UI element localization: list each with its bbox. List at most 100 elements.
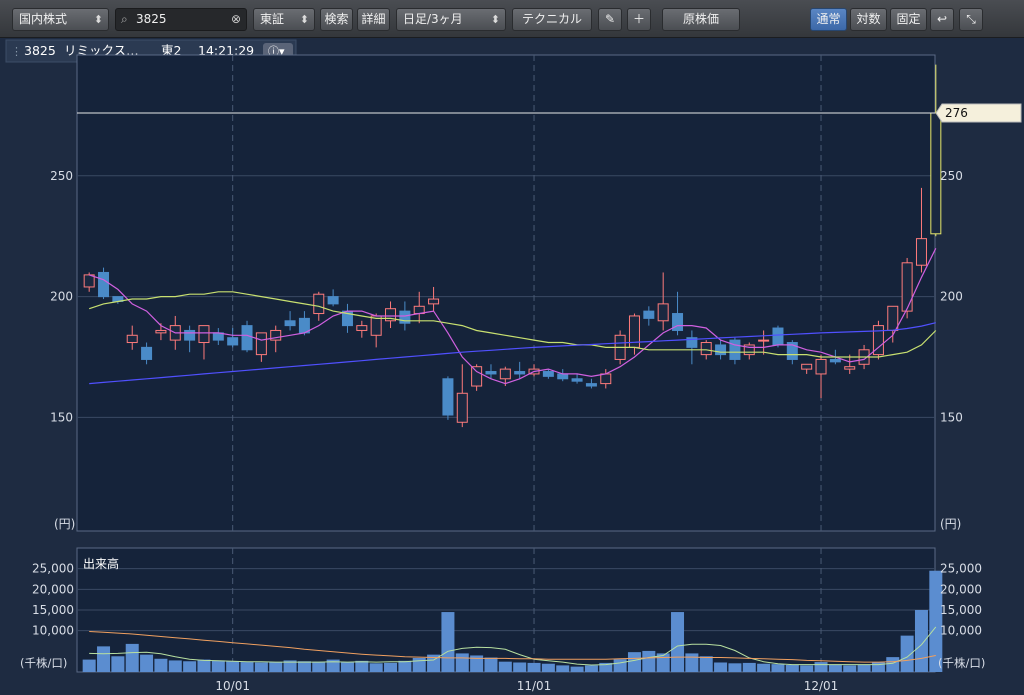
price-y-tick-right: 150 (940, 410, 963, 424)
search-button[interactable]: 検索 (320, 8, 353, 31)
volume-y-unit-left: (千株/口) (20, 656, 67, 670)
volume-bar (527, 662, 541, 672)
volume-bar (714, 662, 728, 672)
volume-bar (455, 653, 469, 672)
volume-bar (441, 612, 455, 672)
volume-bar (914, 610, 928, 672)
drag-handle-icon[interactable]: ⋮ (11, 45, 22, 58)
volume-bar (484, 657, 498, 672)
candle-body (98, 271, 110, 298)
volume-bar (742, 662, 756, 672)
volume-bar (627, 652, 641, 672)
current-price-label: 276 (945, 106, 968, 120)
candle-body (442, 378, 454, 416)
volume-bar (297, 661, 311, 672)
volume-y-tick-right: 10,000 (940, 624, 982, 638)
volume-bar (685, 653, 699, 672)
detail-button[interactable]: 詳細 (357, 8, 390, 31)
candle-body (198, 325, 210, 344)
price-y-unit-right: (円) (940, 517, 961, 531)
candle-body (901, 262, 913, 312)
volume-bar (154, 658, 168, 672)
info-market: 東2 (161, 43, 181, 58)
candle-body (327, 296, 339, 305)
original-price-button[interactable]: 原株価 (662, 8, 740, 31)
volume-bar (312, 661, 326, 672)
candle-body (155, 329, 167, 334)
volume-ma-long-line (89, 631, 936, 663)
candle-body (743, 344, 755, 356)
candle-body (557, 373, 569, 380)
volume-bar (355, 660, 369, 672)
price-y-tick-left: 200 (50, 290, 73, 304)
candle-body (600, 373, 612, 385)
candle-body (284, 320, 296, 327)
volume-moving-averages (89, 626, 937, 666)
candles (83, 64, 942, 428)
candle-body (184, 329, 196, 341)
volume-bar (570, 666, 584, 672)
pencil-icon[interactable]: ✎ (598, 8, 622, 31)
volume-y-tick-right: 25,000 (940, 562, 982, 576)
ma-short-line (89, 248, 937, 385)
candle-body (356, 325, 368, 331)
volume-y-tick-left: 15,000 (32, 603, 74, 617)
volume-bar (671, 612, 685, 672)
search-icon: ⌕ (121, 12, 128, 26)
volume-bar (613, 659, 627, 672)
volume-bar (929, 570, 943, 672)
volume-title: 出来高 (83, 556, 119, 571)
candle-body (915, 238, 927, 266)
period-select[interactable]: 日足/3ヶ月 (396, 8, 506, 31)
candle-body (887, 305, 899, 331)
search-input-value: 3825 (136, 12, 167, 26)
volume-bar (828, 664, 842, 672)
volume-bar (283, 660, 297, 672)
technical-button[interactable]: テクニカル (512, 8, 592, 31)
info-code: 3825 (24, 43, 56, 58)
mode-normal-button[interactable]: 通常 (810, 8, 847, 31)
candle-body (428, 298, 440, 305)
candle-body (872, 325, 884, 356)
price-y-tick-right: 250 (940, 169, 963, 183)
volume-bar (498, 661, 512, 672)
volume-y-tick-left: 10,000 (32, 624, 74, 638)
plus-icon[interactable]: ＋ (627, 8, 651, 31)
exchange-select[interactable]: 東証 (253, 8, 315, 31)
candle-body (141, 346, 153, 360)
search-input[interactable]: ⌕ 3825 ⊗ (115, 8, 247, 31)
candle-body (643, 310, 655, 319)
market-select[interactable]: 国内株式 (12, 8, 109, 31)
volume-ma-short-line (89, 626, 937, 666)
undo-icon[interactable]: ↩ (930, 8, 954, 31)
mode-log-button[interactable]: 対数 (850, 8, 887, 31)
candle-body (758, 339, 770, 342)
candle-body (585, 383, 597, 387)
volume-bar (226, 661, 240, 672)
volume-bar (240, 662, 254, 672)
mode-fixed-button[interactable]: 固定 (890, 8, 927, 31)
volume-bar (326, 659, 340, 672)
volume-bar (398, 660, 412, 672)
volume-bar (642, 650, 656, 672)
price-y-unit-left: (円) (54, 517, 75, 531)
price-plot-frame (76, 54, 936, 532)
clear-icon[interactable]: ⊗ (230, 12, 241, 26)
candle-body (471, 366, 483, 387)
collapse-icon[interactable]: ⤡ (959, 8, 983, 31)
candle-body (715, 344, 727, 356)
current-price-tag: 276 (935, 103, 1022, 123)
volume-bar (340, 662, 354, 672)
candle-body (815, 358, 827, 375)
candle-body (399, 310, 411, 324)
candle-body (686, 337, 698, 348)
volume-y-unit-right: (千株/口) (938, 656, 985, 670)
volume-bar (757, 663, 771, 672)
volume-bar (427, 654, 441, 672)
volume-y-tick-left: 20,000 (32, 582, 74, 596)
toolbar: 国内株式 ⌕ 3825 ⊗ 東証 検索 詳細 日足/3ヶ月 テクニカル ✎ ＋ … (0, 0, 1024, 38)
candle-body (270, 329, 282, 341)
volume-bar (269, 662, 283, 672)
volume-bar (197, 659, 211, 672)
